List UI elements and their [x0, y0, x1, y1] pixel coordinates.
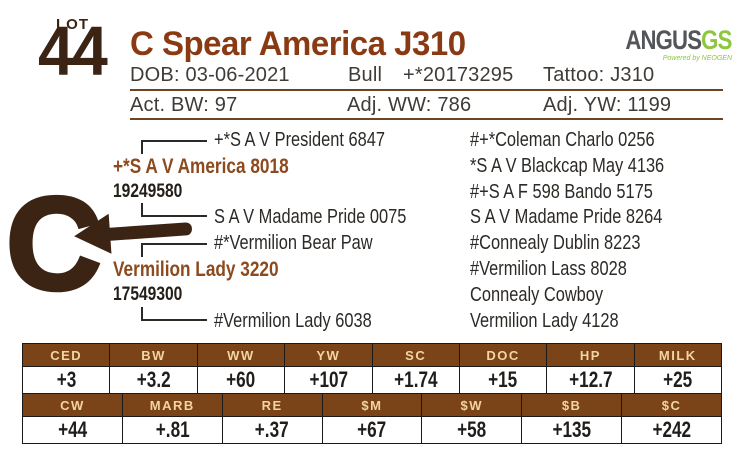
registration-number: +*20173295 — [403, 64, 514, 86]
sire-name: +*S A V America 8018 — [113, 155, 289, 178]
great-grandparent-name: Vermilion Lady 4128 — [470, 310, 619, 332]
dam-registration: 17549300 — [113, 284, 183, 305]
epd-value-cell: +25 — [633, 366, 723, 394]
epd-header-cell: YW — [284, 343, 373, 367]
dam-dam-name: #Vermilion Lady 6038 — [214, 310, 372, 332]
epd-value-cell: +.81 — [121, 416, 223, 444]
great-grandparent-name: #+*Coleman Charlo 0256 — [470, 129, 655, 151]
dam-name: Vermilion Lady 3220 — [113, 258, 279, 281]
epd-value-cell: +107 — [284, 366, 373, 394]
epd-header-cell: $B — [521, 393, 623, 417]
epd-header-cell: $W — [421, 393, 523, 417]
lot-label: LOT — [56, 16, 89, 33]
epd-table-1: CED BW WW YW SC DOC HP MILK +3 +3.2 +60 … — [21, 343, 723, 394]
dam-sire-name: #*Vermilion Bear Paw — [214, 232, 373, 254]
epd-value-cell: +3.2 — [109, 366, 198, 394]
tattoo-field: Tattoo: J310 — [543, 64, 655, 86]
pedigree-connector-dam-bottom — [141, 307, 207, 321]
epd-table-2: CW MARB RE $M $W $B $C +44 +.81 +.37 +67… — [22, 393, 722, 444]
epd-header-cell: RE — [221, 393, 323, 417]
actual-bw-field: Act. BW: 97 — [130, 94, 238, 116]
arrow-head — [72, 213, 112, 257]
logo-angus-text: ANGUS — [625, 25, 703, 55]
pedigree-connector-dam-top — [141, 243, 207, 257]
epd-header-cell: HP — [546, 343, 635, 367]
epd-value-cell: +15 — [458, 366, 548, 394]
angusgs-logo: ANGUSGS Powered by NEOGEN — [602, 25, 733, 63]
pedigree-connector-sire-top — [141, 140, 207, 154]
divider-line-1 — [130, 89, 723, 91]
epd-header-cell: CED — [21, 343, 111, 367]
epd-header-cell: DOC — [458, 343, 548, 367]
epd-value-cell: +.37 — [221, 416, 323, 444]
epd-value-cell: +135 — [521, 416, 623, 444]
epd-header-cell: $M — [321, 393, 423, 417]
epd-table-1-value-row: +3 +3.2 +60 +107 +1.74 +15 +12.7 +25 — [21, 366, 723, 394]
animal-name-title: C Spear America J310 — [130, 25, 466, 63]
great-grandparent-name: #Connealy Dublin 8223 — [470, 232, 641, 254]
sire-dam-name: S A V Madame Pride 0075 — [214, 206, 407, 228]
ranch-brand-letter: C — [4, 170, 103, 317]
epd-value-cell: +60 — [196, 366, 286, 394]
epd-header-cell: MILK — [633, 343, 723, 367]
logo-tagline: Powered by NEOGEN — [662, 55, 732, 62]
angusgs-logo-wordmark: ANGUSGS — [625, 25, 733, 55]
logo-gs-text: GS — [701, 25, 733, 55]
great-grandparent-name: Connealy Cowboy — [470, 284, 604, 306]
epd-table-2-header-row: CW MARB RE $M $W $B $C — [22, 393, 722, 417]
epd-header-cell: BW — [109, 343, 198, 367]
epd-header-cell: CW — [22, 393, 123, 417]
epd-header-cell: $C — [621, 393, 722, 417]
adjusted-yw-field: Adj. YW: 1199 — [543, 94, 672, 116]
epd-value-cell: +58 — [421, 416, 523, 444]
great-grandparent-name: S A V Madame Pride 8264 — [470, 206, 663, 228]
epd-header-cell: MARB — [121, 393, 223, 417]
epd-header-cell: WW — [196, 343, 286, 367]
epd-header-cell: SC — [371, 343, 460, 367]
dob-field: DOB: 03-06-2021 — [130, 64, 290, 86]
great-grandparent-name: *S A V Blackcap May 4136 — [470, 155, 665, 177]
great-grandparent-name: #Vermilion Lass 8028 — [470, 258, 627, 280]
epd-value-cell: +1.74 — [371, 366, 460, 394]
epd-value-cell: +67 — [321, 416, 423, 444]
epd-value-cell: +3 — [21, 366, 111, 394]
epd-value-cell: +44 — [22, 416, 123, 444]
adjusted-ww-field: Adj. WW: 786 — [347, 94, 472, 116]
sire-sire-name: +*S A V President 6847 — [214, 129, 385, 151]
pedigree-connector-sire-bottom — [141, 203, 207, 217]
great-grandparent-name: #+S A F 598 Bando 5175 — [470, 181, 653, 203]
epd-value-cell: +242 — [621, 416, 722, 444]
lot-number: 44 — [38, 12, 108, 90]
arrow-shaft — [103, 222, 193, 242]
sire-registration: 19249580 — [113, 181, 183, 202]
epd-table-2-value-row: +44 +.81 +.37 +67 +58 +135 +242 — [22, 416, 722, 444]
epd-value-cell: +12.7 — [546, 366, 635, 394]
epd-table-1-header-row: CED BW WW YW SC DOC HP MILK — [21, 343, 723, 367]
sex-field: Bull — [348, 64, 383, 86]
divider-line-2 — [130, 118, 723, 120]
